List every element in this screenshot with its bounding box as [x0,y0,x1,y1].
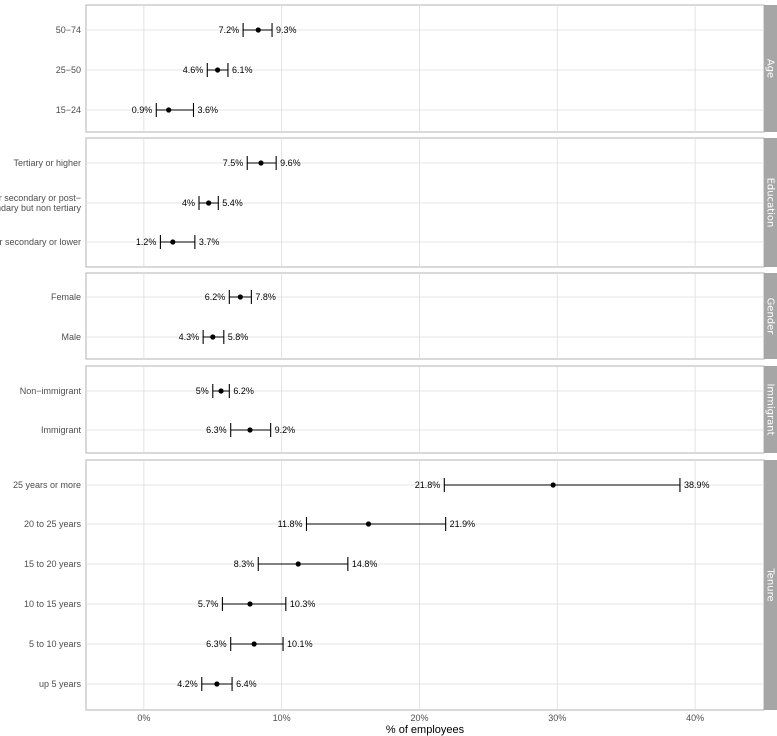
data-label-low: 7.5% [223,158,244,168]
point-estimate [255,27,261,33]
x-tick-label: 20% [410,713,428,723]
data-label-high: 6.4% [236,679,257,689]
y-tick-label: 50−74 [56,25,81,35]
data-label-low: 7.2% [219,25,240,35]
data-label-high: 10.3% [290,599,316,609]
point-estimate [365,521,372,527]
data-label-high: 3.6% [197,105,218,115]
facet-strip-label: Education [765,178,776,228]
facet-strip-label: Tenure [765,567,776,601]
y-tick-label: 10 to 15 years [24,599,82,609]
data-label-high: 9.3% [276,25,297,35]
x-tick-label: 0% [137,713,150,723]
y-tick-label: up 5 years [39,679,82,689]
data-label-low: 6.3% [206,639,227,649]
data-label-high: 7.8% [255,292,276,302]
y-tick-label: Non−immigrant [20,386,82,396]
x-tick-label: 10% [273,713,291,723]
point-estimate [237,294,243,300]
data-label-low: 1.2% [136,237,157,247]
y-tick-label: Lower secondary or lower [0,237,81,247]
point-estimate [206,200,212,206]
facet-panel-tenure [85,459,765,711]
data-label-high: 6.2% [233,386,254,396]
data-label-low: 4% [182,198,195,208]
data-label-low: 5.7% [198,599,219,609]
facet-strip-label: Age [765,59,776,78]
data-label-high: 5.8% [228,332,249,342]
data-label-low: 6.3% [206,425,227,435]
data-label-high: 38.9% [684,480,710,490]
facet-strip-gender [764,273,777,359]
facet-strip-label: Gender [765,298,776,336]
data-label-low: 4.3% [179,332,200,342]
facet-strip-tenure [764,460,777,710]
point-estimate [295,561,301,567]
facet-strip-age [764,5,777,132]
data-label-low: 8.3% [234,559,255,569]
y-tick-label: 15−24 [56,105,81,115]
y-tick-label: 15 to 20 years [24,559,82,569]
data-label-low: 4.2% [177,679,198,689]
y-tick-label: Immigrant [41,425,82,435]
data-label-high: 9.2% [275,425,296,435]
x-axis-title: % of employees [386,724,465,736]
data-label-high: 5.4% [222,198,243,208]
y-tick-label: 25−50 [56,65,81,75]
data-label-low: 4.6% [183,65,204,75]
y-tick-label: Upper secondary or post−secondary but no… [0,193,81,213]
point-estimate [166,107,172,113]
facet-strip-education [764,138,777,267]
data-label-high: 3.7% [199,237,220,247]
y-tick-label: Female [51,292,81,302]
point-estimate [550,482,556,488]
facet-panel-immigrant [85,365,765,454]
y-tick-label: 25 years or more [13,480,81,490]
point-estimate [251,641,257,647]
point-estimate [170,239,176,245]
data-label-high: 21.9% [450,519,476,529]
x-tick-label: 30% [548,713,566,723]
data-label-high: 10.1% [287,639,313,649]
data-label-low: 0.9% [132,105,153,115]
facet-strip-label: Immigrant [765,383,776,435]
point-estimate [258,160,264,166]
x-tick-label: 40% [686,713,704,723]
facet-panel-age [85,4,765,133]
point-estimate [215,67,221,73]
y-tick-label: 5 to 10 years [29,639,82,649]
point-estimate [247,601,253,607]
data-label-high: 9.6% [280,158,301,168]
y-tick-label: 20 to 25 years [24,519,82,529]
point-estimate [247,427,253,433]
data-label-low: 11.8% [278,519,303,529]
point-estimate [210,334,216,340]
data-label-high: 14.8% [352,559,378,569]
data-label-high: 6.1% [232,65,253,75]
facet-strip-immigrant [764,366,777,453]
data-label-low: 21.8% [415,480,441,490]
facet-panel-gender [85,272,765,360]
data-label-low: 6.2% [205,292,226,302]
point-estimate [218,388,224,394]
y-tick-label: Tertiary or higher [13,158,81,168]
point-estimate [214,681,220,687]
y-tick-label: Male [61,332,81,342]
data-label-low: 5% [196,386,209,396]
